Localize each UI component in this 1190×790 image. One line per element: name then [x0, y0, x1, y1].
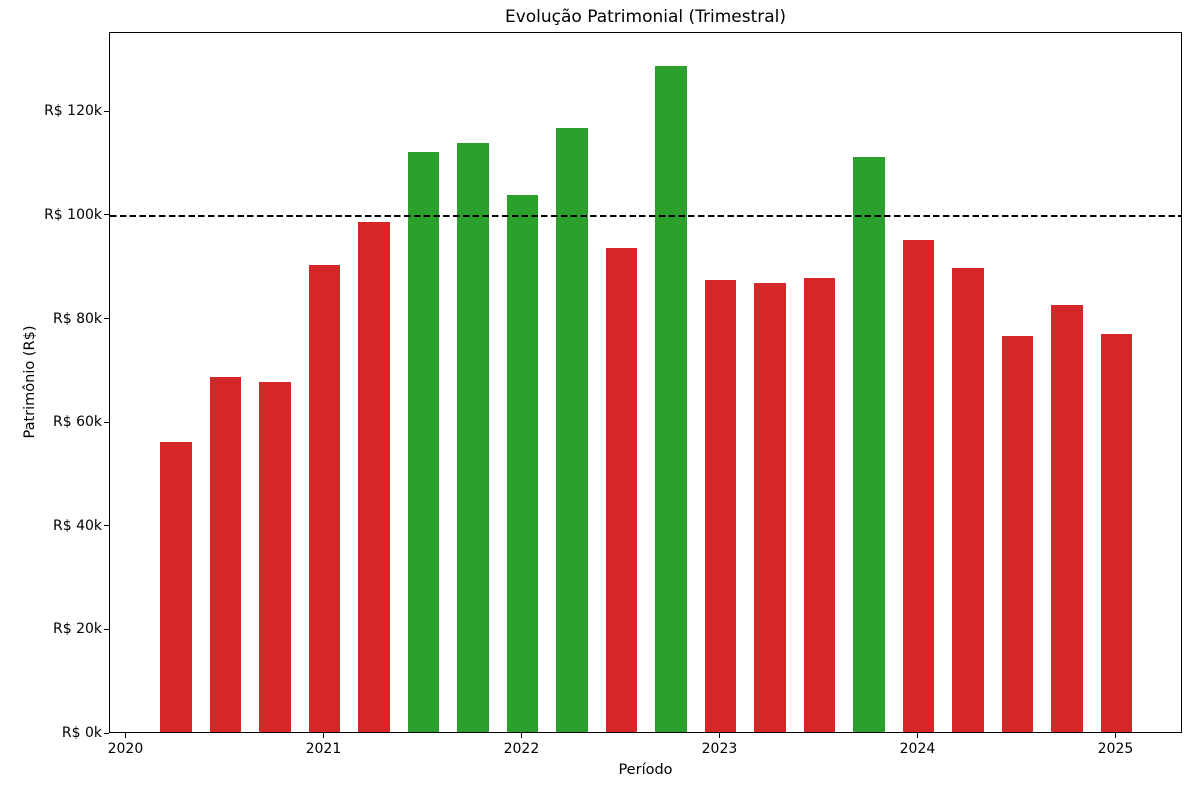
y-tick-mark	[104, 214, 109, 216]
x-tick-label: 2021	[305, 741, 342, 757]
x-tick-label: 2025	[1097, 741, 1134, 757]
y-tick-mark	[104, 318, 109, 319]
x-tick-mark	[916, 733, 918, 738]
bar-2023-Q4	[902, 240, 935, 732]
x-tick-label: 2023	[701, 741, 738, 757]
y-tick-label: R$ 20k	[52, 621, 102, 638]
bar-2024-Q4	[1100, 334, 1133, 732]
bar-2022-Q3	[655, 66, 687, 732]
bar-2020-Q4	[308, 265, 341, 732]
x-tick-mark	[124, 733, 126, 738]
bar-2021-Q3	[457, 143, 489, 732]
y-tick-label: R$ 120k	[44, 103, 102, 120]
bar-2022-Q1	[556, 128, 588, 732]
y-tick-label: R$ 100k	[44, 206, 102, 223]
x-tick-label: 2020	[107, 741, 144, 757]
x-tick-label: 2022	[503, 741, 540, 757]
x-tick-mark	[1114, 733, 1116, 738]
bar-2022-Q2	[605, 248, 638, 732]
y-tick-mark	[104, 732, 109, 734]
y-tick-mark	[104, 110, 109, 112]
bar-2020-Q2	[209, 377, 242, 732]
bar-2023-Q2	[803, 278, 836, 732]
y-tick-label: R$ 40k	[52, 517, 102, 534]
plot-area	[109, 32, 1182, 733]
x-tick-label: 2024	[899, 741, 936, 757]
y-tick-label: R$ 80k	[52, 310, 102, 327]
y-axis-label: Patrimônio (R$)	[22, 325, 38, 439]
chart-title: Evolução Patrimonial (Trimestral)	[504, 7, 787, 27]
y-tick-mark	[104, 525, 109, 527]
y-tick-label: R$ 0k	[61, 725, 102, 741]
bar-2022-Q4	[704, 280, 737, 732]
bar-2023-Q3	[853, 157, 885, 732]
bar-2024-Q2	[1001, 336, 1034, 732]
y-tick-mark	[104, 421, 109, 423]
bar-2021-Q2	[407, 152, 440, 732]
y-tick-mark	[104, 628, 109, 630]
x-axis-label: Período	[618, 762, 673, 778]
target-reference-line	[110, 215, 1181, 217]
x-tick-mark	[322, 733, 324, 738]
x-tick-mark	[718, 733, 720, 738]
bar-2021-Q4	[506, 195, 539, 732]
bar-2024-Q3	[1051, 305, 1083, 732]
y-tick-label: R$ 60k	[52, 414, 102, 431]
bar-2021-Q1	[358, 222, 390, 732]
bar-2023-Q1	[754, 283, 786, 732]
bar-2020-Q1	[160, 442, 192, 732]
bar-2020-Q3	[259, 382, 291, 732]
bar-2024-Q1	[952, 268, 984, 732]
x-tick-mark	[520, 733, 522, 738]
